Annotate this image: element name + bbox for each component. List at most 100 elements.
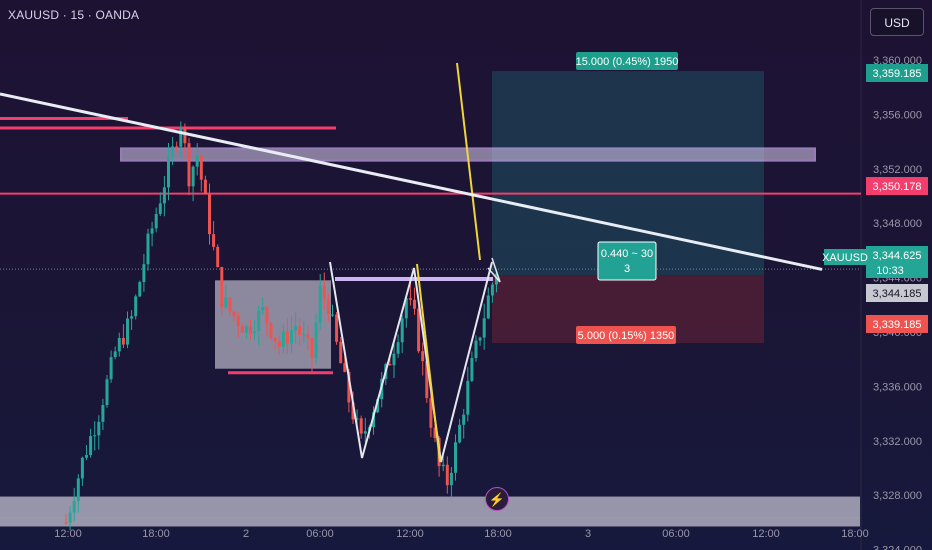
y-tick-label: 3,348.000 [873, 218, 922, 230]
candle-body [404, 298, 408, 319]
arrow-head [487, 257, 501, 283]
candle-body [150, 228, 154, 234]
target-price-tag-bg [866, 64, 928, 82]
current-price-tag-bg [866, 246, 928, 278]
candle-body [109, 357, 113, 380]
ratio-label-bg [597, 241, 657, 281]
y-tick-label: 3,356.000 [873, 109, 922, 121]
stop-price-tag-bg [866, 315, 928, 333]
candle-body [458, 424, 462, 443]
y-tick-label: 3,332.000 [873, 436, 922, 448]
candle-body [203, 179, 207, 195]
x-tick-label: 18:00 [841, 528, 869, 540]
candle-body [105, 379, 109, 406]
candle-body [253, 331, 257, 334]
candle-body [97, 421, 101, 436]
candle-body [220, 267, 224, 308]
candle-body [142, 264, 146, 283]
candle-body [89, 436, 93, 456]
candle-body [331, 314, 334, 316]
candle-body [408, 298, 412, 300]
candle-body [76, 478, 80, 501]
candle-body [187, 143, 191, 187]
candle-body [261, 306, 265, 311]
candle-body [359, 418, 363, 434]
y-tick-label: 3,336.000 [873, 381, 922, 393]
y-tick-label: 3,324.000 [873, 545, 922, 550]
candle-body [167, 156, 170, 188]
candle-body [318, 285, 322, 323]
candle-body [249, 326, 252, 334]
candle-body [413, 299, 416, 309]
w-pattern-line [329, 261, 493, 463]
candle-body [175, 146, 179, 148]
candle-body [363, 431, 367, 434]
candle-body [388, 364, 392, 366]
candle-body [126, 318, 129, 345]
candle-body [277, 341, 281, 347]
candle-body [171, 146, 175, 157]
candle-body [134, 296, 138, 317]
yellow-line-1 [416, 263, 441, 463]
candle-body [130, 316, 134, 319]
candle-body [265, 306, 269, 324]
candle-body [462, 414, 466, 425]
candle-body [400, 318, 404, 343]
y-tick-label: 3,352.000 [873, 164, 922, 176]
candle-body [322, 285, 326, 300]
x-tick-label: 3 [585, 528, 591, 540]
x-tick-label: 06:00 [662, 528, 690, 540]
candle-body [449, 472, 453, 486]
profit-zone [492, 71, 764, 276]
candle-body [417, 308, 421, 352]
candle-body [158, 203, 162, 215]
resistance-price-tag: 3,350.178 [873, 181, 922, 193]
candle-body [376, 399, 380, 413]
candle-body [93, 435, 97, 437]
lightning-icon[interactable]: ⚡ [485, 487, 509, 511]
current-price-tag: 3,344.625 [873, 250, 922, 262]
candle-body [236, 316, 240, 327]
candle-body [314, 322, 318, 358]
stop-label: 5.000 (0.15%) 1350 [578, 330, 675, 342]
candle-body [421, 351, 425, 362]
candle-body [326, 299, 330, 315]
candle-body [195, 156, 199, 167]
candle-body [244, 326, 248, 333]
candle-body [425, 361, 429, 399]
currency-button[interactable]: USD [870, 8, 924, 36]
candle-body [208, 194, 211, 235]
candle-body [482, 318, 486, 338]
candle-body [199, 156, 203, 180]
candle-body [162, 187, 166, 204]
candle-body [490, 284, 494, 296]
candle-body [347, 371, 351, 403]
resistance-price-tag-bg [866, 177, 928, 195]
candle-body [454, 442, 457, 473]
candle-body [117, 337, 121, 352]
target-label-bg [576, 52, 678, 70]
candle-body [466, 380, 470, 415]
stop-label-bg [576, 326, 676, 344]
candle-body [302, 334, 306, 336]
candle-body [486, 295, 490, 319]
entry-price-tag-bg [866, 284, 928, 302]
candle-body [298, 326, 302, 335]
candle-body [138, 282, 142, 297]
ratio-label-line1: 0.440 ~ 30 [601, 248, 653, 260]
bottom-demand-zone [0, 496, 860, 527]
candle-body [351, 402, 355, 420]
x-tick-label: 12:00 [54, 528, 82, 540]
candle-body [212, 234, 216, 247]
x-tick-label: 18:00 [142, 528, 170, 540]
candle-body [85, 455, 88, 458]
candle-body [433, 427, 437, 438]
x-tick-label: 12:00 [752, 528, 780, 540]
candle-body [294, 326, 298, 331]
candle-body [306, 334, 310, 338]
x-tick-label: 18:00 [484, 528, 512, 540]
candle-body [146, 233, 150, 265]
countdown-tag: 10:33 [876, 265, 904, 277]
